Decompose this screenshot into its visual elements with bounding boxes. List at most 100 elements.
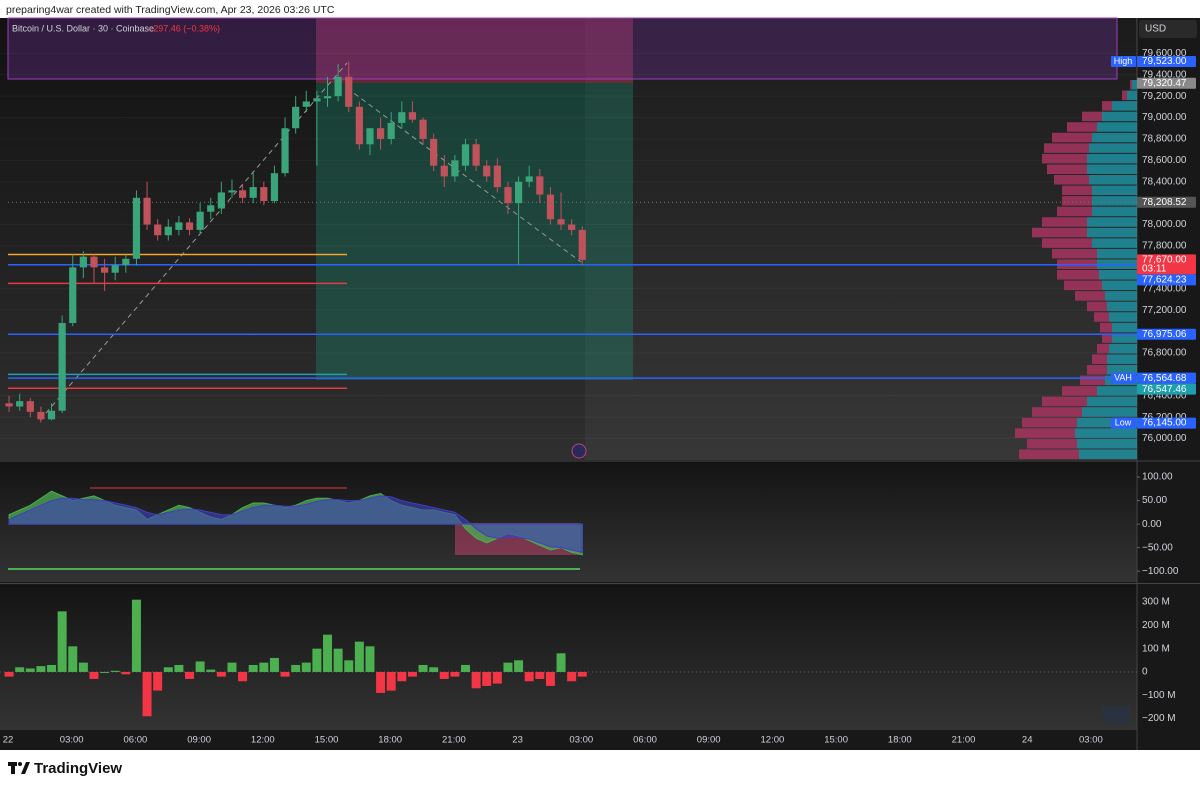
x-tick-label: 03:00 [569,735,593,746]
price-label: 76,975.06 [1142,329,1187,340]
profile-down [1122,90,1127,101]
profile-up [1087,217,1137,227]
volume-bar [280,671,290,677]
profile-up [1109,343,1137,354]
currency-box [1139,20,1197,38]
profile-up [1105,291,1137,301]
volume-bar [344,660,354,672]
price-tag: Low [1115,417,1132,427]
profile-up [1092,196,1137,206]
candle-body [398,112,406,123]
price-label-box [1137,328,1196,340]
y-tick-label: 300 M [1142,597,1170,608]
profile-down [1062,196,1092,206]
profile-down [1102,101,1112,111]
profile-down [1094,312,1109,322]
volume-bar [471,671,481,689]
candle-body [419,119,427,139]
price-tag: VAH [1114,373,1132,383]
profile-down [1054,175,1089,185]
volume-bar [312,648,322,672]
candle-body [260,187,268,202]
y-tick-label: 78,000.00 [1142,219,1187,230]
price-label: 77,624.23 [1142,275,1187,286]
volume-bar [323,634,333,672]
candle-body [345,76,353,107]
price-label: 76,547.46 [1142,384,1187,395]
profile-down [1064,280,1102,291]
candle-body [238,190,247,198]
candle-body [185,222,194,230]
price-label: 76,145.00 [1142,418,1187,429]
volume-bar [15,667,25,672]
x-tick-label: 15:00 [315,735,339,746]
currency: USD [1145,24,1166,35]
tag-box [1111,56,1136,68]
profile-up [1082,407,1137,417]
profile-down [1087,365,1107,375]
profile-up [1097,386,1137,396]
price-label: 76,564.68 [1142,373,1187,384]
volume-bar [78,662,88,672]
volume-bar [397,671,407,682]
volume-bar [482,671,492,686]
profile-up [1127,90,1137,101]
x-tick-label: 24 [1022,735,1033,746]
candle-body [79,256,87,268]
x-tick-label: 09:00 [697,735,721,746]
volume-bar [131,599,141,672]
candle-body [143,197,151,225]
profile-down [1042,238,1092,248]
candle-body [249,187,257,198]
y-tick-label: −100.00 [1142,566,1179,577]
x-tick-label: 18:00 [888,735,912,746]
x-tick-label: 22 [3,735,14,746]
price-label-box [1137,383,1196,395]
y-tick-label: 76,200.00 [1142,412,1187,423]
candle-body [270,173,279,202]
x-tick-label: 03:00 [60,735,84,746]
candle-body [514,181,523,204]
volume-bar [185,671,195,679]
profile-up [1112,322,1137,333]
brand: TradingView [34,760,122,777]
volume-bar [68,646,78,672]
x-tick-label: 09:00 [187,735,211,746]
profile-down [1044,143,1089,153]
profile-up [1075,428,1137,438]
x-tick-label: 15:00 [824,735,848,746]
volume-bar [248,664,258,672]
y-tick-label: 79,200.00 [1142,91,1187,102]
volume-bar [57,611,67,672]
x-tick-label: 06:00 [124,735,148,746]
y-tick-label: 78,600.00 [1142,155,1187,166]
candle-body [557,219,565,225]
profile-down [1082,111,1102,122]
volume-bar [461,664,471,672]
candle-body [536,176,544,195]
volume-bar [110,670,120,672]
profile-down [1062,185,1092,196]
volume-bar [386,671,396,691]
profile-up [1102,111,1137,122]
y-tick-label: 0 [1142,667,1148,678]
profile-down [1092,354,1107,364]
price-label-box [1137,274,1196,286]
candle-body [323,96,332,99]
candle-body [366,128,374,145]
y-tick-label: 76,000.00 [1142,433,1187,444]
profile-down [1032,407,1082,417]
profile-down [1052,248,1097,259]
x-tick-label: 06:00 [633,735,657,746]
profile-up [1097,248,1137,259]
price-label-box [1137,77,1196,89]
profile-up [1102,280,1137,291]
volume-pane [0,585,1137,730]
volume-bar [567,671,577,682]
y-tick-label: 200 M [1142,620,1170,631]
volume-bar [418,664,428,672]
candle-body [430,138,438,166]
volume-bar [4,671,14,677]
candle-body [132,197,141,259]
profile-up [1112,101,1137,111]
